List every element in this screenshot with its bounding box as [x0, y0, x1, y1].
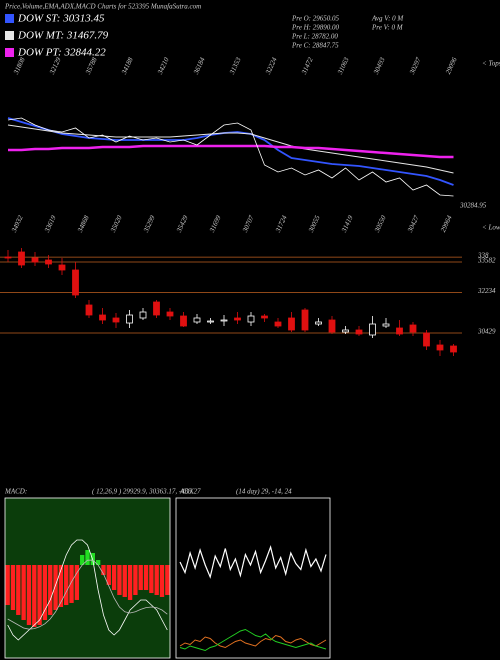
- histogram-bar: [154, 565, 159, 595]
- candle-body: [4, 256, 12, 259]
- candle-body: [31, 257, 39, 263]
- candle-body: [342, 329, 349, 333]
- page-title: Price,Volume,EMA,ADX,MACD Charts for 523…: [4, 3, 201, 11]
- histogram-bar: [10, 565, 16, 610]
- adx-line: [179, 544, 327, 579]
- candle-body: [139, 311, 147, 319]
- histogram-bar: [21, 565, 26, 621]
- macd-label: MACD:: [4, 488, 27, 496]
- candle-body: [220, 319, 228, 322]
- y-tick-label: 32234: [477, 287, 496, 295]
- candle-body: [180, 315, 187, 327]
- candle-body: [261, 315, 268, 319]
- info-text: Pre O: 29650.05: [291, 15, 339, 23]
- candle-body: [112, 317, 120, 323]
- candle-body: [18, 251, 25, 266]
- candle-body: [423, 332, 430, 347]
- candle-body: [301, 309, 309, 331]
- candle-body: [355, 329, 363, 335]
- histogram-bar: [143, 565, 149, 591]
- candle-body: [247, 315, 255, 323]
- histogram-bar: [80, 554, 85, 565]
- ma-line: [8, 144, 454, 159]
- adx-line: [179, 628, 327, 652]
- histogram-bar: [101, 565, 106, 576]
- candle-body: [382, 323, 390, 327]
- candle-body: [315, 321, 322, 325]
- histogram-bar: [111, 565, 117, 591]
- info-text: Pre H: 29890.00: [291, 24, 339, 32]
- candle-body: [166, 311, 174, 317]
- lows-label: < Lows: [482, 224, 500, 232]
- histogram-bar: [64, 565, 69, 606]
- histogram-bar: [85, 550, 90, 565]
- candle-body: [45, 259, 52, 265]
- histogram-bar: [165, 565, 170, 595]
- adx-panel: [175, 497, 331, 659]
- histogram-bar: [16, 565, 21, 615]
- histogram-bar: [127, 565, 133, 600]
- histogram-bar: [5, 565, 10, 606]
- candle-body: [328, 319, 336, 333]
- macd-line: [7, 539, 168, 641]
- macd-params: ( 12,26,9 ) 29929.9, 30363.17, -433.27: [92, 488, 201, 496]
- legend-label: DOW ST: 30313.45: [17, 13, 105, 25]
- candle-body: [85, 304, 93, 316]
- price-line: [7, 117, 454, 197]
- legend-label: DOW MT: 31467.79: [17, 30, 109, 42]
- tops-label: < Tops: [482, 60, 500, 68]
- candle-body: [153, 301, 160, 316]
- info-text: Avg V: 0 M: [371, 15, 404, 23]
- info-text: Pre C: 28847.75: [291, 42, 339, 50]
- histogram-bar: [69, 565, 74, 603]
- candle-body: [126, 314, 133, 324]
- y-tick-label: 30429: [477, 328, 496, 336]
- candle-body: [288, 317, 295, 331]
- histogram-bar: [106, 565, 111, 585]
- candle-body: [207, 320, 214, 323]
- candle-body: [72, 269, 79, 296]
- histogram-bar: [26, 565, 32, 625]
- histogram-bar: [74, 565, 80, 600]
- candle-body: [450, 345, 457, 353]
- last-label: 30284.95: [459, 202, 487, 210]
- adx-line: [179, 634, 327, 649]
- ma-line: [7, 124, 454, 174]
- histogram-bar: [133, 565, 138, 595]
- legend-swatch: [5, 48, 14, 57]
- histogram-bar: [48, 565, 53, 615]
- y-tick-label: 33582: [477, 257, 496, 265]
- info-text: Pre V: 0 M: [371, 24, 404, 32]
- legend-label: DOW PT: 32844.22: [17, 47, 106, 59]
- histogram-bar: [95, 560, 101, 565]
- candle-body: [436, 344, 444, 351]
- histogram-bar: [53, 565, 58, 610]
- histogram-bar: [42, 565, 48, 621]
- histogram-bar: [149, 565, 154, 594]
- histogram-bar: [32, 565, 37, 627]
- candle-body: [99, 314, 106, 321]
- histogram-bar: [159, 565, 165, 597]
- candle-body: [369, 323, 376, 336]
- histogram-bar: [138, 565, 143, 591]
- adx-label: ADX: [179, 488, 194, 496]
- y-tick-label: 338: [477, 252, 489, 260]
- candle-body: [58, 264, 66, 271]
- candle-body: [396, 327, 403, 335]
- candle-body: [193, 317, 201, 323]
- legend-swatch: [5, 14, 14, 23]
- candle-body: [409, 324, 417, 333]
- histogram-bar: [117, 565, 122, 595]
- histogram-bar: [122, 565, 127, 597]
- histogram-bar: [37, 565, 42, 625]
- legend-swatch: [5, 31, 14, 40]
- macd-line: [7, 559, 168, 630]
- candle-body: [234, 317, 241, 321]
- info-text: Pre L: 28782.00: [291, 33, 338, 41]
- candle-body: [274, 321, 282, 327]
- adx-params: (14 day) 29, -14, 24: [236, 488, 292, 496]
- histogram-bar: [58, 565, 64, 607]
